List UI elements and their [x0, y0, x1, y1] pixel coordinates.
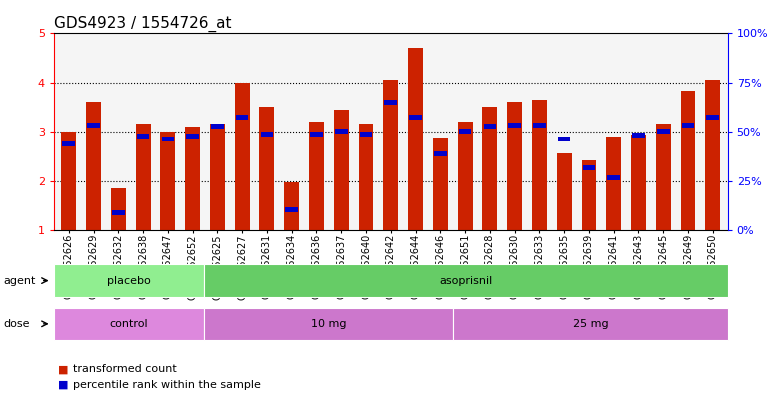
Bar	[705, 80, 720, 230]
Bar	[657, 129, 670, 134]
Bar	[210, 124, 225, 230]
Bar	[360, 132, 373, 136]
Bar	[557, 153, 571, 230]
Bar	[608, 175, 620, 180]
Text: GDS4923 / 1554726_at: GDS4923 / 1554726_at	[54, 16, 232, 32]
Bar	[583, 165, 595, 170]
Bar	[260, 132, 273, 136]
Bar	[137, 134, 149, 139]
Bar	[359, 124, 373, 230]
Bar	[310, 132, 323, 136]
Bar	[334, 110, 349, 230]
Bar	[286, 207, 298, 212]
Text: agent: agent	[4, 275, 36, 286]
Text: transformed count: transformed count	[73, 364, 177, 375]
Bar	[434, 151, 447, 156]
Bar	[309, 122, 324, 230]
Bar	[284, 182, 299, 230]
Bar	[632, 132, 644, 138]
Text: control: control	[109, 319, 148, 329]
Bar	[185, 127, 200, 230]
Bar	[606, 136, 621, 230]
Bar	[681, 123, 695, 128]
Bar	[160, 132, 176, 230]
Text: 10 mg: 10 mg	[310, 319, 346, 329]
Bar	[581, 160, 597, 230]
Text: ■: ■	[58, 364, 69, 375]
Bar	[384, 100, 397, 105]
Bar	[112, 210, 125, 215]
Bar	[459, 129, 471, 134]
Bar	[235, 83, 249, 230]
Bar	[706, 116, 719, 120]
Bar	[433, 138, 447, 230]
Bar	[86, 102, 101, 230]
Bar	[484, 124, 496, 129]
Bar	[259, 107, 274, 230]
Bar	[681, 91, 695, 230]
Bar	[162, 136, 174, 141]
Bar	[532, 100, 547, 230]
Bar	[507, 102, 522, 230]
Bar	[335, 129, 347, 134]
Text: percentile rank within the sample: percentile rank within the sample	[73, 380, 261, 390]
Bar	[533, 123, 546, 128]
Bar	[656, 124, 671, 230]
Bar	[111, 188, 126, 230]
Bar	[62, 132, 76, 230]
Bar	[483, 107, 497, 230]
Text: ■: ■	[58, 380, 69, 390]
Bar	[408, 48, 423, 230]
Bar	[457, 122, 473, 230]
Bar	[508, 123, 521, 128]
Bar	[62, 141, 75, 146]
Text: asoprisnil: asoprisnil	[439, 275, 492, 286]
Bar	[631, 135, 646, 230]
Bar	[557, 136, 571, 141]
Bar	[409, 116, 422, 120]
Bar	[236, 116, 249, 120]
Text: 25 mg: 25 mg	[573, 319, 608, 329]
Bar	[87, 123, 100, 128]
Bar	[186, 134, 199, 139]
Bar	[211, 124, 224, 129]
Bar	[383, 80, 398, 230]
Text: placebo: placebo	[107, 275, 151, 286]
Bar	[136, 124, 150, 230]
Text: dose: dose	[4, 319, 30, 329]
